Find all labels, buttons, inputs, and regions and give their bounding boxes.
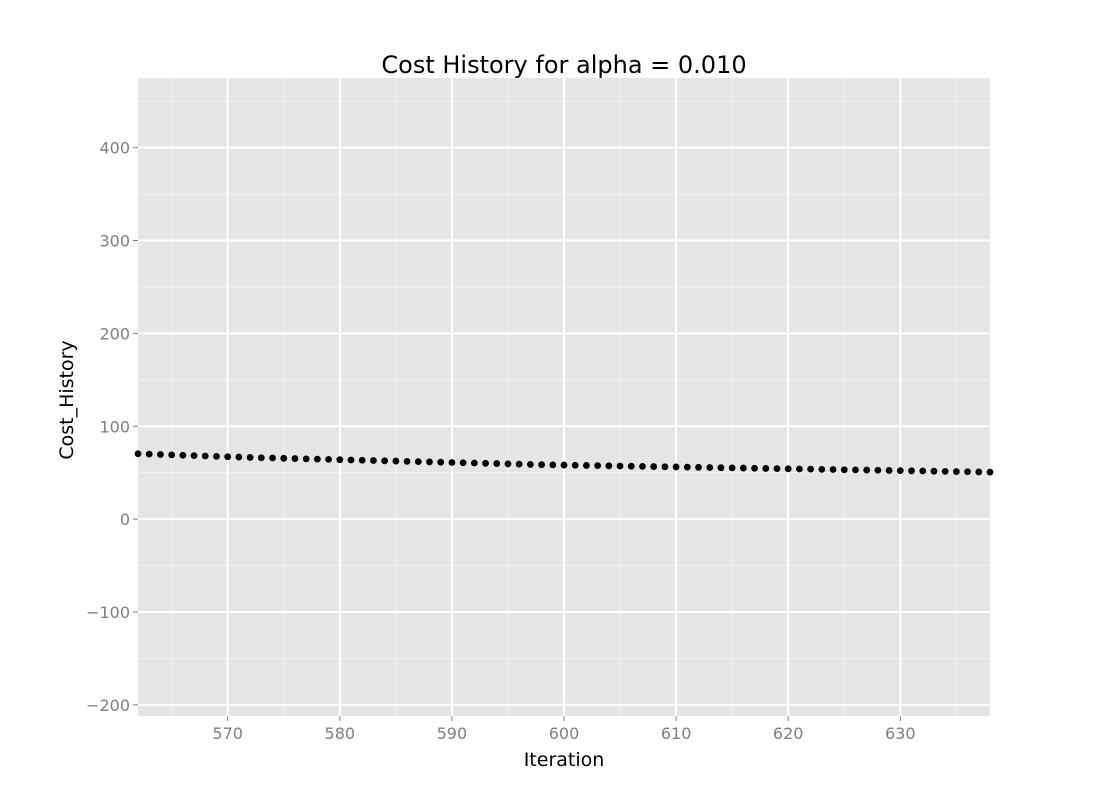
data-point xyxy=(739,464,747,472)
data-point xyxy=(784,465,792,473)
data-point xyxy=(134,450,142,458)
data-point xyxy=(470,459,478,467)
data-point xyxy=(347,456,355,464)
data-point xyxy=(145,450,153,458)
data-point xyxy=(818,465,826,473)
x-tick-label: 580 xyxy=(325,724,356,743)
y-tick-label: 0 xyxy=(120,510,130,529)
x-tick-label: 570 xyxy=(212,724,243,743)
data-point xyxy=(560,461,568,469)
data-point xyxy=(269,454,276,462)
data-point xyxy=(179,451,187,459)
data-point xyxy=(482,459,489,467)
data-point xyxy=(257,454,265,462)
data-point xyxy=(683,463,691,471)
data-point xyxy=(975,468,983,476)
data-point xyxy=(852,466,859,474)
x-tick-label: 620 xyxy=(773,724,804,743)
data-point xyxy=(235,453,243,461)
data-point xyxy=(246,454,254,461)
data-point xyxy=(672,463,680,471)
data-point xyxy=(807,465,815,473)
y-tick-label: 400 xyxy=(99,139,130,158)
data-point xyxy=(504,460,512,468)
data-point xyxy=(930,467,938,475)
data-point xyxy=(896,467,904,475)
x-tick-label: 590 xyxy=(437,724,468,743)
data-point xyxy=(919,467,927,475)
data-point xyxy=(493,460,501,467)
data-point xyxy=(773,465,781,473)
data-point xyxy=(941,467,949,475)
data-point xyxy=(549,461,557,469)
data-point xyxy=(201,452,209,460)
data-point xyxy=(313,455,321,463)
data-point xyxy=(616,462,624,470)
data-point xyxy=(370,457,377,464)
y-axis: −200 −100 0 100 200 300 400 xyxy=(86,139,138,715)
data-point xyxy=(325,456,332,463)
data-point xyxy=(952,468,960,475)
data-point xyxy=(728,464,736,472)
x-tick-label: 600 xyxy=(549,724,580,743)
data-point xyxy=(515,460,523,468)
x-axis-title: Iteration xyxy=(524,749,605,771)
y-tick-label: 100 xyxy=(99,417,130,436)
y-tick-label: −200 xyxy=(86,696,130,715)
data-point xyxy=(762,465,770,472)
data-point xyxy=(964,468,971,476)
data-point xyxy=(840,466,848,474)
data-point xyxy=(986,468,994,476)
data-point xyxy=(291,455,299,462)
chart-title: Cost History for alpha = 0.010 xyxy=(381,51,746,79)
data-point xyxy=(302,455,310,463)
data-point xyxy=(358,456,366,464)
y-tick-label: 300 xyxy=(99,232,130,251)
data-point xyxy=(706,464,714,471)
data-point xyxy=(695,463,702,471)
major-gridlines xyxy=(138,78,990,716)
data-point xyxy=(280,454,288,462)
data-point xyxy=(863,466,871,474)
data-point xyxy=(717,464,725,472)
data-point xyxy=(157,451,164,458)
data-point xyxy=(448,459,456,466)
data-point xyxy=(751,464,758,472)
data-point xyxy=(661,463,669,471)
data-point xyxy=(829,466,837,473)
y-axis-title: Cost_History xyxy=(56,340,78,459)
data-point xyxy=(437,458,445,466)
data-point xyxy=(392,457,400,465)
data-point xyxy=(796,465,803,473)
data-point xyxy=(908,467,915,475)
data-point xyxy=(403,457,411,465)
data-point xyxy=(381,457,389,465)
y-tick-label: −100 xyxy=(86,603,130,622)
data-point xyxy=(459,459,467,467)
data-point xyxy=(426,458,433,466)
data-point xyxy=(583,462,590,469)
data-point xyxy=(571,461,579,469)
data-point xyxy=(874,466,882,474)
data-point xyxy=(594,462,602,470)
data-point xyxy=(639,462,646,470)
data-point xyxy=(168,451,176,459)
data-point xyxy=(885,467,893,474)
data-point xyxy=(190,452,198,459)
x-axis: 570 580 590 600 610 620 630 xyxy=(212,716,916,743)
y-tick-label: 200 xyxy=(99,324,130,343)
data-point xyxy=(213,452,220,460)
x-tick-label: 610 xyxy=(661,724,692,743)
data-point xyxy=(414,458,422,466)
data-point xyxy=(538,461,545,469)
data-points xyxy=(134,450,994,476)
data-point xyxy=(224,453,232,461)
data-point xyxy=(526,461,534,468)
data-point xyxy=(627,462,635,470)
data-point xyxy=(336,456,344,464)
data-point xyxy=(605,462,613,470)
data-point xyxy=(650,463,658,470)
x-tick-label: 630 xyxy=(885,724,916,743)
